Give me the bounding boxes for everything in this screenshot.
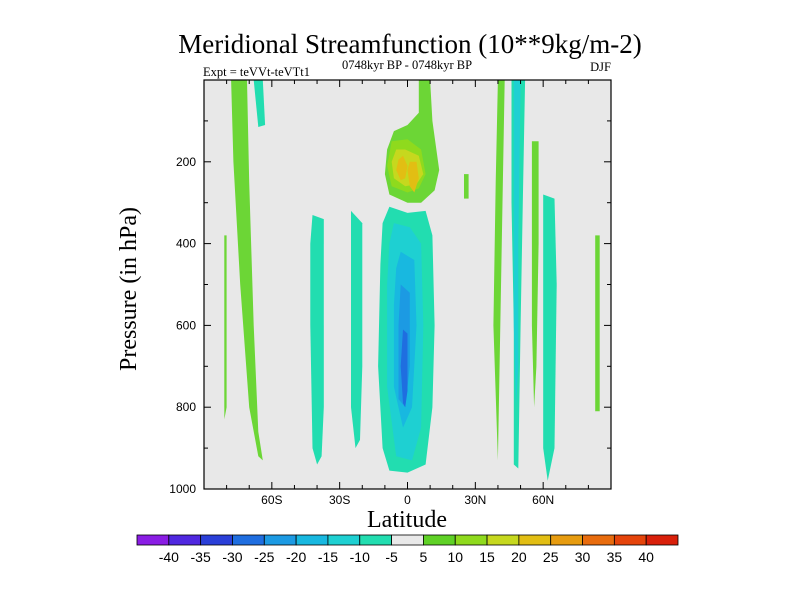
contour-negative-column-40s: [310, 215, 324, 465]
colorbar-label: 15: [479, 549, 495, 565]
colorbar-swatch: [391, 534, 424, 546]
contour-positive-jet-core-20a: [396, 155, 408, 181]
x-tick-label: 30S: [329, 493, 350, 507]
x-axis-label: Latitude: [367, 507, 447, 533]
colorbar-label: 20: [511, 549, 527, 565]
y-tick-label: 600: [176, 318, 196, 332]
colorbar-swatch: [232, 534, 265, 546]
colorbar-swatch: [582, 534, 615, 546]
y-tick-label: 400: [176, 237, 196, 251]
colorbar-swatch: [550, 534, 583, 546]
colorbar-label: 35: [607, 549, 623, 565]
colorbar-label: -30: [222, 549, 242, 565]
colorbar-swatch: [295, 534, 329, 546]
colorbar-label: -15: [318, 549, 338, 565]
colorbar-label: -5: [385, 549, 398, 565]
y-axis-ticks: 200 400 600 800 1000: [169, 120, 611, 496]
colorbar-label: 40: [638, 549, 654, 565]
colorbar-swatch: [486, 534, 520, 546]
colorbar-swatch: [168, 534, 202, 546]
colorbar-label: -40: [159, 549, 179, 565]
contour-positive-strip-80n: [595, 235, 600, 412]
colorbar-label: -10: [350, 549, 370, 565]
colorbar: -40 -35 -30 -25 -20 -15 -10 -5 5 10 15 20 25 30 35 40: [136, 534, 679, 565]
contour-negative-column-65n: [543, 194, 557, 481]
colorbar-swatch: [613, 534, 647, 546]
colorbar-swatch: [359, 534, 392, 546]
colorbar-swatch: [263, 534, 297, 546]
contour-fields: [224, 80, 600, 481]
y-axis-label: Pressure (in hPa): [116, 207, 142, 371]
contour-negative-column-20s: [351, 210, 363, 449]
colorbar-label: -35: [191, 549, 211, 565]
x-tick-label: 60N: [532, 493, 554, 507]
plot-area: 60S 30S 0 30N 60N 200 400 600 800 1000: [169, 79, 612, 507]
x-tick-label: 30N: [464, 493, 486, 507]
experiment-label: Expt = teVVt-teVTt1: [203, 65, 310, 79]
contour-negative-band-70s: [253, 80, 266, 127]
colorbar-swatch: [327, 534, 361, 546]
colorbar-label: -25: [254, 549, 274, 565]
y-tick-label: 200: [176, 155, 196, 169]
chart-title: Meridional Streamfunction (10**9kg/m-2): [178, 29, 641, 59]
contour-positive-jet-core-20b: [407, 161, 419, 193]
season-label: DJF: [590, 60, 611, 74]
x-tick-label: 60S: [261, 493, 282, 507]
contour-positive-strip-78s: [224, 235, 227, 420]
colorbar-swatch: [518, 534, 552, 546]
colorbar-label: 25: [543, 549, 559, 565]
contour-negative-cell-equator-25: [400, 329, 408, 408]
colorbar-swatch: [645, 534, 679, 546]
colorbar-swatch: [454, 534, 488, 546]
y-tick-label: 1000: [169, 482, 196, 496]
contour-positive-strip-30n: [493, 80, 505, 461]
x-axis-ticks: 60S 30S 0 30N 60N: [226, 80, 589, 507]
colorbar-swatch: [136, 534, 170, 546]
contour-positive-strip-60n: [531, 141, 539, 408]
period-label: 0748kyr BP - 0748kyr BP: [342, 58, 472, 72]
colorbar-label: 30: [575, 549, 591, 565]
y-tick-label: 800: [176, 400, 196, 414]
contour-positive-band-60s: [231, 80, 263, 461]
colorbar-label: -20: [286, 549, 306, 565]
x-tick-label: 0: [404, 493, 411, 507]
colorbar-swatch: [200, 534, 233, 546]
colorbar-swatch: [423, 534, 456, 546]
colorbar-label: 10: [447, 549, 463, 565]
contour-negative-column-45n-10: [513, 80, 521, 408]
colorbar-label: 5: [420, 549, 428, 565]
contour-positive-strip-25n: [464, 174, 469, 199]
